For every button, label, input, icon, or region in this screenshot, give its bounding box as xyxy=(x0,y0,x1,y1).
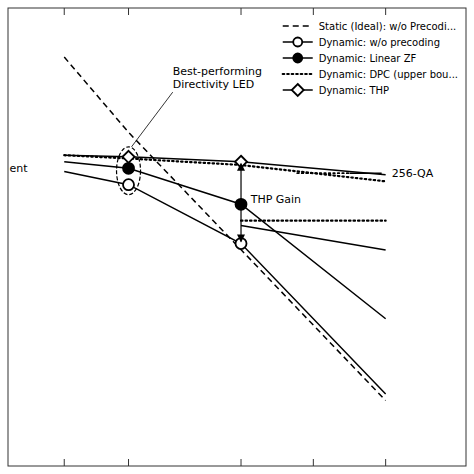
legend-handle xyxy=(283,73,313,75)
x-tick-top xyxy=(241,8,242,15)
gain-arrow-shaft xyxy=(240,164,241,242)
series-line xyxy=(64,155,385,181)
legend-handle xyxy=(283,25,313,27)
x-tick-top xyxy=(313,8,314,15)
data-group xyxy=(64,57,385,401)
annotation: THP Gain xyxy=(250,193,301,206)
x-tick-bottom xyxy=(241,459,242,466)
annotation-line: Directivity LED xyxy=(173,78,254,91)
legend-marker xyxy=(293,54,302,63)
gain-arrow xyxy=(237,163,245,243)
annotation-leader xyxy=(132,92,173,147)
x-tick-bottom xyxy=(64,459,65,466)
series-line xyxy=(64,162,385,319)
series-line xyxy=(241,220,386,222)
legend-label: Dynamic: w/o precoding xyxy=(319,37,440,48)
background xyxy=(0,0,474,474)
x-tick-bottom xyxy=(313,459,314,466)
legend-marker xyxy=(292,84,304,96)
series-marker xyxy=(123,151,135,163)
x-tick-top xyxy=(64,8,65,15)
series-line xyxy=(241,226,386,251)
legend-label: Dynamic: DPC (upper bou... xyxy=(319,69,458,80)
x-tick-bottom xyxy=(385,459,386,466)
annotation: 256-QA xyxy=(392,167,434,180)
series-marker xyxy=(123,163,134,174)
legend: Static (Ideal): w/o Precodi... Dynamic: w… xyxy=(283,21,458,97)
x-tick-top xyxy=(385,8,386,15)
highlight-ellipse xyxy=(117,147,141,195)
gain-arrow-head xyxy=(237,235,245,243)
series-line xyxy=(64,57,385,401)
key-line-dotted xyxy=(297,172,349,174)
plot-frame xyxy=(8,8,466,466)
legend-label: Dynamic: Linear ZF xyxy=(319,53,417,64)
annotation: Best-performingDirectivity LED xyxy=(173,65,262,91)
legend-label: Dynamic: THP xyxy=(319,85,389,96)
gain-arrow-head xyxy=(237,163,245,171)
series-line xyxy=(64,155,385,175)
legend-marker xyxy=(293,38,302,47)
legend-label: Static (Ideal): w/o Precodi... xyxy=(319,21,457,32)
annotation-line: THP Gain xyxy=(250,193,301,206)
annotation-line: 256-QA xyxy=(392,167,434,180)
chart: Best-performingDirectivity LED ent THP Gai… xyxy=(0,0,474,474)
key-line-solid xyxy=(349,172,381,174)
x-tick-bottom xyxy=(128,459,129,466)
annotation-line: ent xyxy=(10,162,29,175)
annotation-line: Best-performing xyxy=(173,65,262,78)
annotation: ent xyxy=(10,162,29,175)
series-line xyxy=(64,172,385,394)
series-marker xyxy=(123,179,134,190)
x-tick-top xyxy=(128,8,129,15)
